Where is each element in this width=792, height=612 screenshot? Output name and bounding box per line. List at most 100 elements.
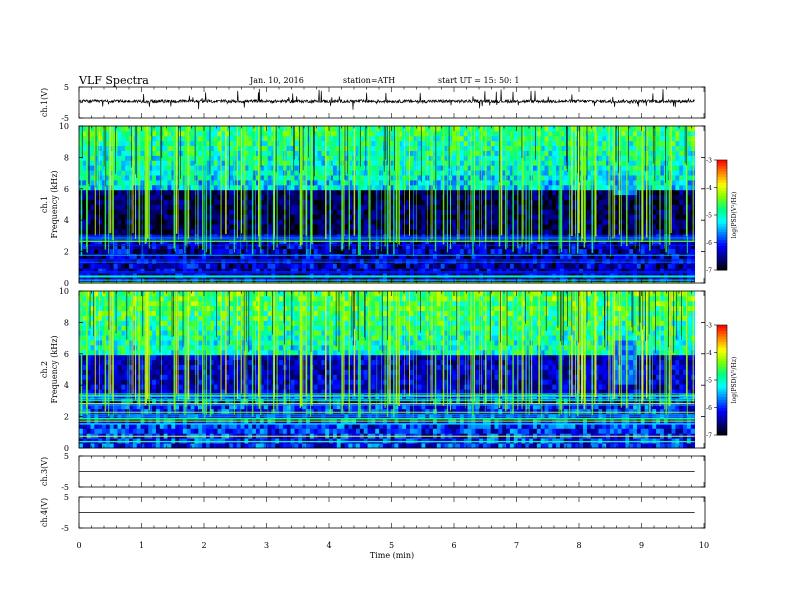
spectrogram-cell [321, 268, 326, 274]
spectrogram-cell [194, 233, 199, 240]
spectrogram-cell [409, 130, 415, 137]
spectrogram-cell [436, 209, 442, 215]
spectrogram-cell [683, 189, 688, 196]
spectrogram-cell [521, 194, 526, 200]
spectrogram-cell [552, 253, 557, 259]
spectrogram-cell [606, 130, 611, 137]
spectrogram-cell [155, 165, 161, 171]
spectrogram-cell [286, 224, 292, 230]
spectrogram-cell [205, 194, 211, 200]
spectrogram-cell [282, 278, 288, 284]
spectrogram-cell [660, 175, 665, 181]
spectrogram-cell [290, 258, 295, 264]
spectrogram-cell [486, 179, 492, 186]
spectrogram-cell [479, 179, 484, 186]
spectrogram-cell [90, 233, 95, 240]
spectrogram-cell [486, 189, 492, 196]
spectrogram-cell [533, 170, 538, 176]
spectrogram-cell [548, 150, 553, 156]
spectrogram-cell [536, 263, 542, 269]
spectrogram-cell [398, 150, 403, 156]
spectrogram-cell [475, 209, 480, 215]
spectrogram-cell [302, 170, 307, 176]
spectrogram-cell [494, 233, 499, 240]
spectrogram-cell [679, 135, 684, 142]
spectrogram-cell [609, 184, 615, 191]
spectrogram-cell [475, 263, 480, 269]
spectrogram-cell [363, 209, 368, 215]
spectrogram-cell [167, 126, 172, 132]
spectrogram-cell [244, 278, 249, 284]
spectrogram-cell [194, 229, 199, 235]
spectrogram-cell [117, 233, 122, 240]
spectrogram-cell [171, 145, 176, 151]
spectrogram-cell [529, 243, 534, 250]
spectrogram-cell [359, 209, 365, 215]
spectrogram-cell [356, 253, 361, 259]
spectrogram-cell [409, 150, 415, 156]
spectrogram-cell [155, 248, 161, 254]
spectrogram-cell [406, 258, 411, 264]
spectrogram-cell [675, 248, 680, 254]
spectrogram-cell [132, 189, 138, 196]
spectrogram-cell [517, 219, 522, 225]
spectrogram-cell [467, 258, 472, 264]
spectrogram-cell [240, 130, 245, 137]
spectrogram-cell [513, 199, 519, 205]
spectrogram-cell [302, 214, 307, 220]
spectrogram-cell [232, 179, 238, 186]
spectrogram-cell [171, 140, 176, 147]
spectrogram-cell [486, 170, 492, 176]
spectrogram-cell [225, 160, 230, 166]
spectrogram-cell [686, 135, 692, 142]
spectrogram-cell [132, 204, 138, 210]
spectrogram-cell [436, 233, 442, 240]
spectrogram-cell [302, 150, 307, 156]
spectrogram-cell [390, 140, 395, 147]
spectrogram-cell [413, 150, 418, 156]
spectrogram-cell [225, 179, 230, 186]
spectrogram-cell [475, 258, 480, 264]
spectrogram-cell [413, 194, 418, 200]
spectrogram-cell [140, 170, 145, 176]
spectrogram-cell [602, 219, 607, 225]
spectrogram-cell [321, 175, 326, 181]
spectrogram-cell [563, 224, 569, 230]
spectrogram-cell [82, 204, 88, 210]
spectrogram-cell [506, 184, 511, 191]
spectrogram-cell [209, 253, 215, 259]
spectrogram-cell [113, 199, 118, 205]
spectrogram-cell [679, 233, 684, 240]
spectrogram-cell [148, 175, 153, 181]
spectrogram-cell [521, 165, 526, 171]
spectrogram-cell [617, 268, 622, 274]
spectrogram-cell [313, 253, 318, 259]
spectrogram-cell [125, 229, 130, 235]
spectrogram-cell [436, 140, 442, 147]
spectrogram-cell [359, 155, 365, 161]
spectrogram-cell [398, 248, 403, 254]
spectrogram-cell [606, 248, 611, 254]
spectrogram-cell [313, 160, 318, 166]
spectrogram-cell [167, 175, 172, 181]
spectrogram-cell [290, 184, 295, 191]
spectrogram-cell [467, 204, 472, 210]
spectrogram-cell [267, 278, 272, 284]
spectrogram-cell [263, 209, 268, 215]
spectrogram-cell [109, 233, 115, 240]
spectrogram-cell [652, 243, 657, 250]
spectrogram-cell [255, 268, 261, 274]
spectrogram-cell [286, 248, 292, 254]
spectrogram-cell [359, 224, 365, 230]
spectrogram-cell [102, 184, 107, 191]
spectrogram-cell [544, 258, 549, 264]
spectrogram-cell [325, 130, 330, 137]
spectrogram-cell [544, 253, 549, 259]
spectrogram-cell [652, 140, 657, 147]
spectrogram-cell [594, 258, 599, 264]
spectrogram-cell [136, 175, 141, 181]
spectrogram-cell [602, 199, 607, 205]
spectrogram-cell [179, 229, 184, 235]
spectrogram-cell [121, 170, 126, 176]
spectrogram-cell [548, 224, 553, 230]
